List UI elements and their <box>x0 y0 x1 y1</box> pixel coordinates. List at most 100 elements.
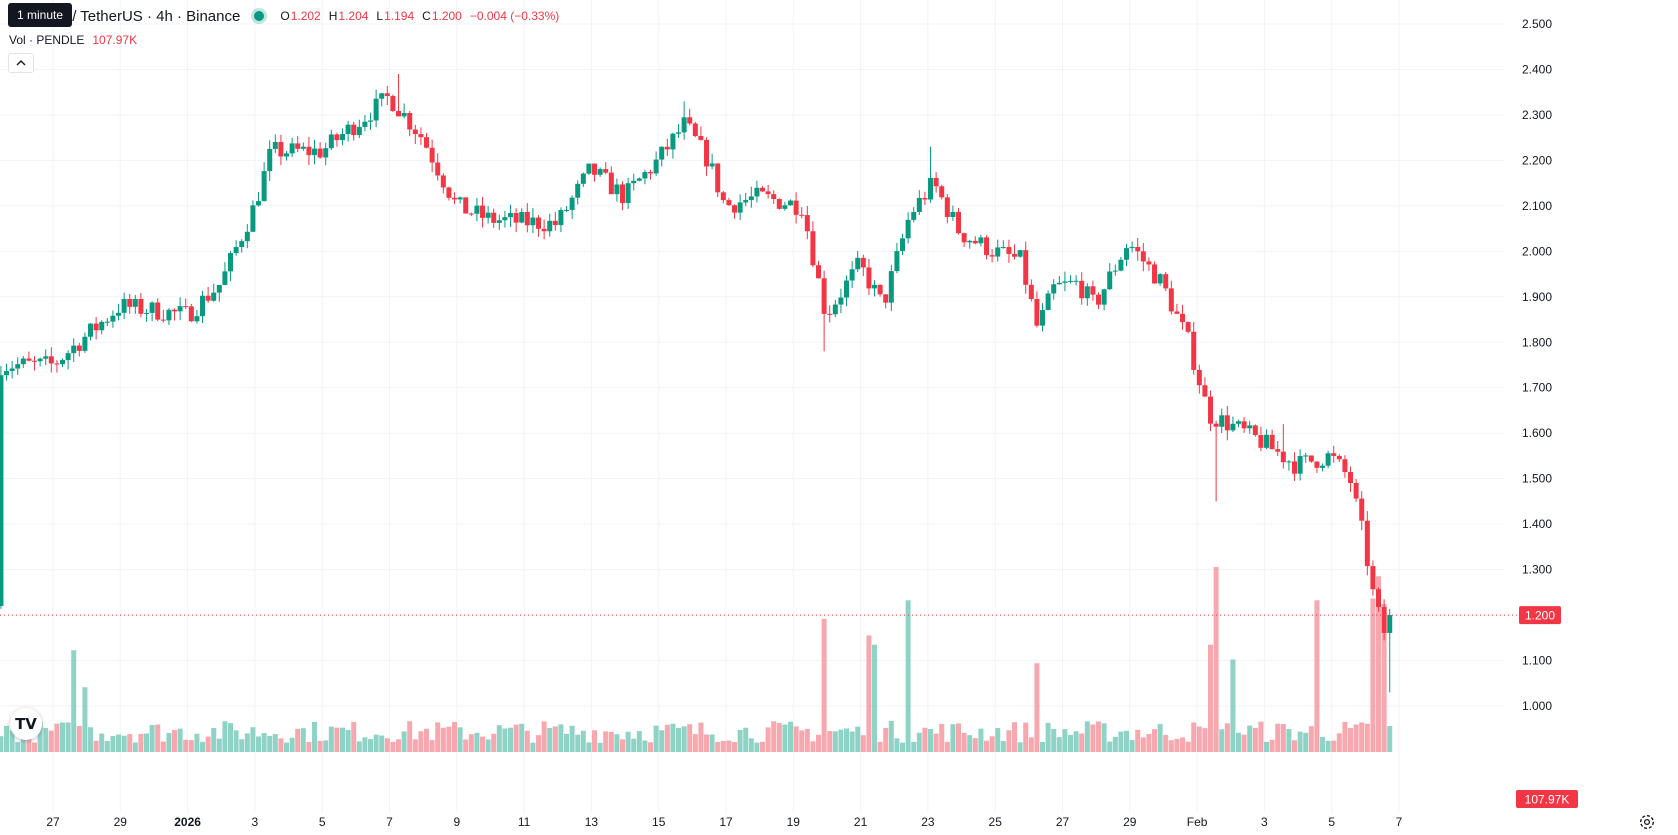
volume-bar <box>1275 723 1281 752</box>
candle-body <box>362 121 368 127</box>
volume-bar <box>916 732 922 752</box>
volume-bar <box>82 687 88 752</box>
candle-body <box>659 146 665 160</box>
volume-bar <box>435 722 441 752</box>
candle-body <box>412 129 418 135</box>
candle-body <box>188 306 194 322</box>
candle-body <box>1096 294 1102 305</box>
candle-body <box>900 238 906 252</box>
volume-bar <box>20 730 26 752</box>
y-tick-label: 2.500 <box>1522 17 1552 31</box>
volume-bar <box>228 723 234 752</box>
volume-bar <box>883 727 889 752</box>
candle-body <box>799 214 805 216</box>
market-status-icon <box>254 11 265 21</box>
volume-bar <box>939 723 945 752</box>
tradingview-logo-icon[interactable]: TV <box>10 708 42 740</box>
volume-bar <box>200 741 206 752</box>
volume-bar <box>272 734 278 752</box>
candle-body <box>776 199 782 209</box>
candle-body <box>468 213 474 215</box>
candle-body <box>43 356 49 359</box>
volume-bar <box>362 737 368 752</box>
candle-body <box>648 172 654 174</box>
candle-body <box>1303 455 1309 457</box>
volume-bar <box>1325 740 1331 752</box>
volume-bar <box>1040 741 1046 752</box>
candle-body <box>1040 309 1046 326</box>
volume-bar <box>676 727 682 752</box>
candle-body <box>93 323 99 331</box>
volume-label[interactable]: Vol · PENDLE <box>9 33 85 47</box>
candle-body <box>1331 453 1337 456</box>
volume-bar <box>144 733 150 752</box>
candle-body <box>284 153 290 157</box>
candle-body <box>480 205 486 218</box>
candle-body <box>625 183 631 204</box>
candle-body <box>603 169 609 173</box>
candle-body <box>211 292 217 301</box>
volume-bar <box>519 723 525 752</box>
candle-body <box>132 298 138 307</box>
candle-body <box>922 197 928 200</box>
candle-body <box>424 137 430 148</box>
candle-body <box>233 247 239 254</box>
candle-body <box>1090 286 1096 295</box>
candle-body <box>4 370 10 376</box>
candle-body <box>317 148 323 158</box>
volume-bar <box>99 733 105 752</box>
candle-body <box>754 187 760 197</box>
gear-icon[interactable] <box>1638 813 1656 831</box>
volume-bar <box>496 725 502 752</box>
volume-bar <box>580 730 586 752</box>
candle-body <box>956 211 962 234</box>
volume-bar <box>474 732 480 752</box>
candle-body <box>435 162 441 176</box>
volume-bar <box>933 733 939 752</box>
volume-bar <box>132 742 138 752</box>
candle-body <box>911 212 917 220</box>
candle-body <box>586 163 592 174</box>
candle-body <box>827 313 833 315</box>
y-tick-label: 2.400 <box>1522 62 1552 76</box>
volume-bar <box>726 740 732 752</box>
candle-body <box>116 312 122 316</box>
candle-body <box>1297 455 1303 474</box>
candle-body <box>1219 415 1225 427</box>
candle-body <box>1381 606 1387 633</box>
volume-bar <box>564 733 570 752</box>
volume-bar <box>1096 721 1102 752</box>
y-tick-label: 2.200 <box>1522 153 1552 167</box>
candle-body <box>508 213 514 218</box>
volume-bar <box>620 739 626 752</box>
volume-bar <box>575 734 581 752</box>
volume-bar <box>317 740 323 752</box>
volume-bar <box>704 734 710 752</box>
candle-body <box>1174 311 1180 314</box>
y-tick-label: 1.000 <box>1522 699 1552 713</box>
candle-body <box>160 319 166 321</box>
candle-body <box>844 280 850 298</box>
volume-bar <box>491 733 497 752</box>
volume-bar <box>300 728 306 752</box>
volume-bar <box>821 618 827 752</box>
candle-body <box>15 364 21 369</box>
candle-body <box>704 139 710 167</box>
candle-body <box>860 257 866 268</box>
y-tick-label: 1.500 <box>1522 472 1552 486</box>
volume-bar <box>832 731 838 752</box>
candle-body <box>1045 293 1051 310</box>
volume-bar <box>967 735 973 752</box>
volume-bar <box>239 739 245 752</box>
volume-bar <box>1191 722 1197 752</box>
candle-body <box>1135 246 1141 252</box>
candle-body <box>872 284 878 289</box>
volume-bar <box>407 721 413 752</box>
collapse-legend-button[interactable] <box>8 53 34 73</box>
volume-bar <box>1034 663 1040 752</box>
candle-body <box>849 269 855 281</box>
volume-bar <box>463 739 469 752</box>
volume-bar <box>776 723 782 752</box>
candle-body <box>664 146 670 150</box>
